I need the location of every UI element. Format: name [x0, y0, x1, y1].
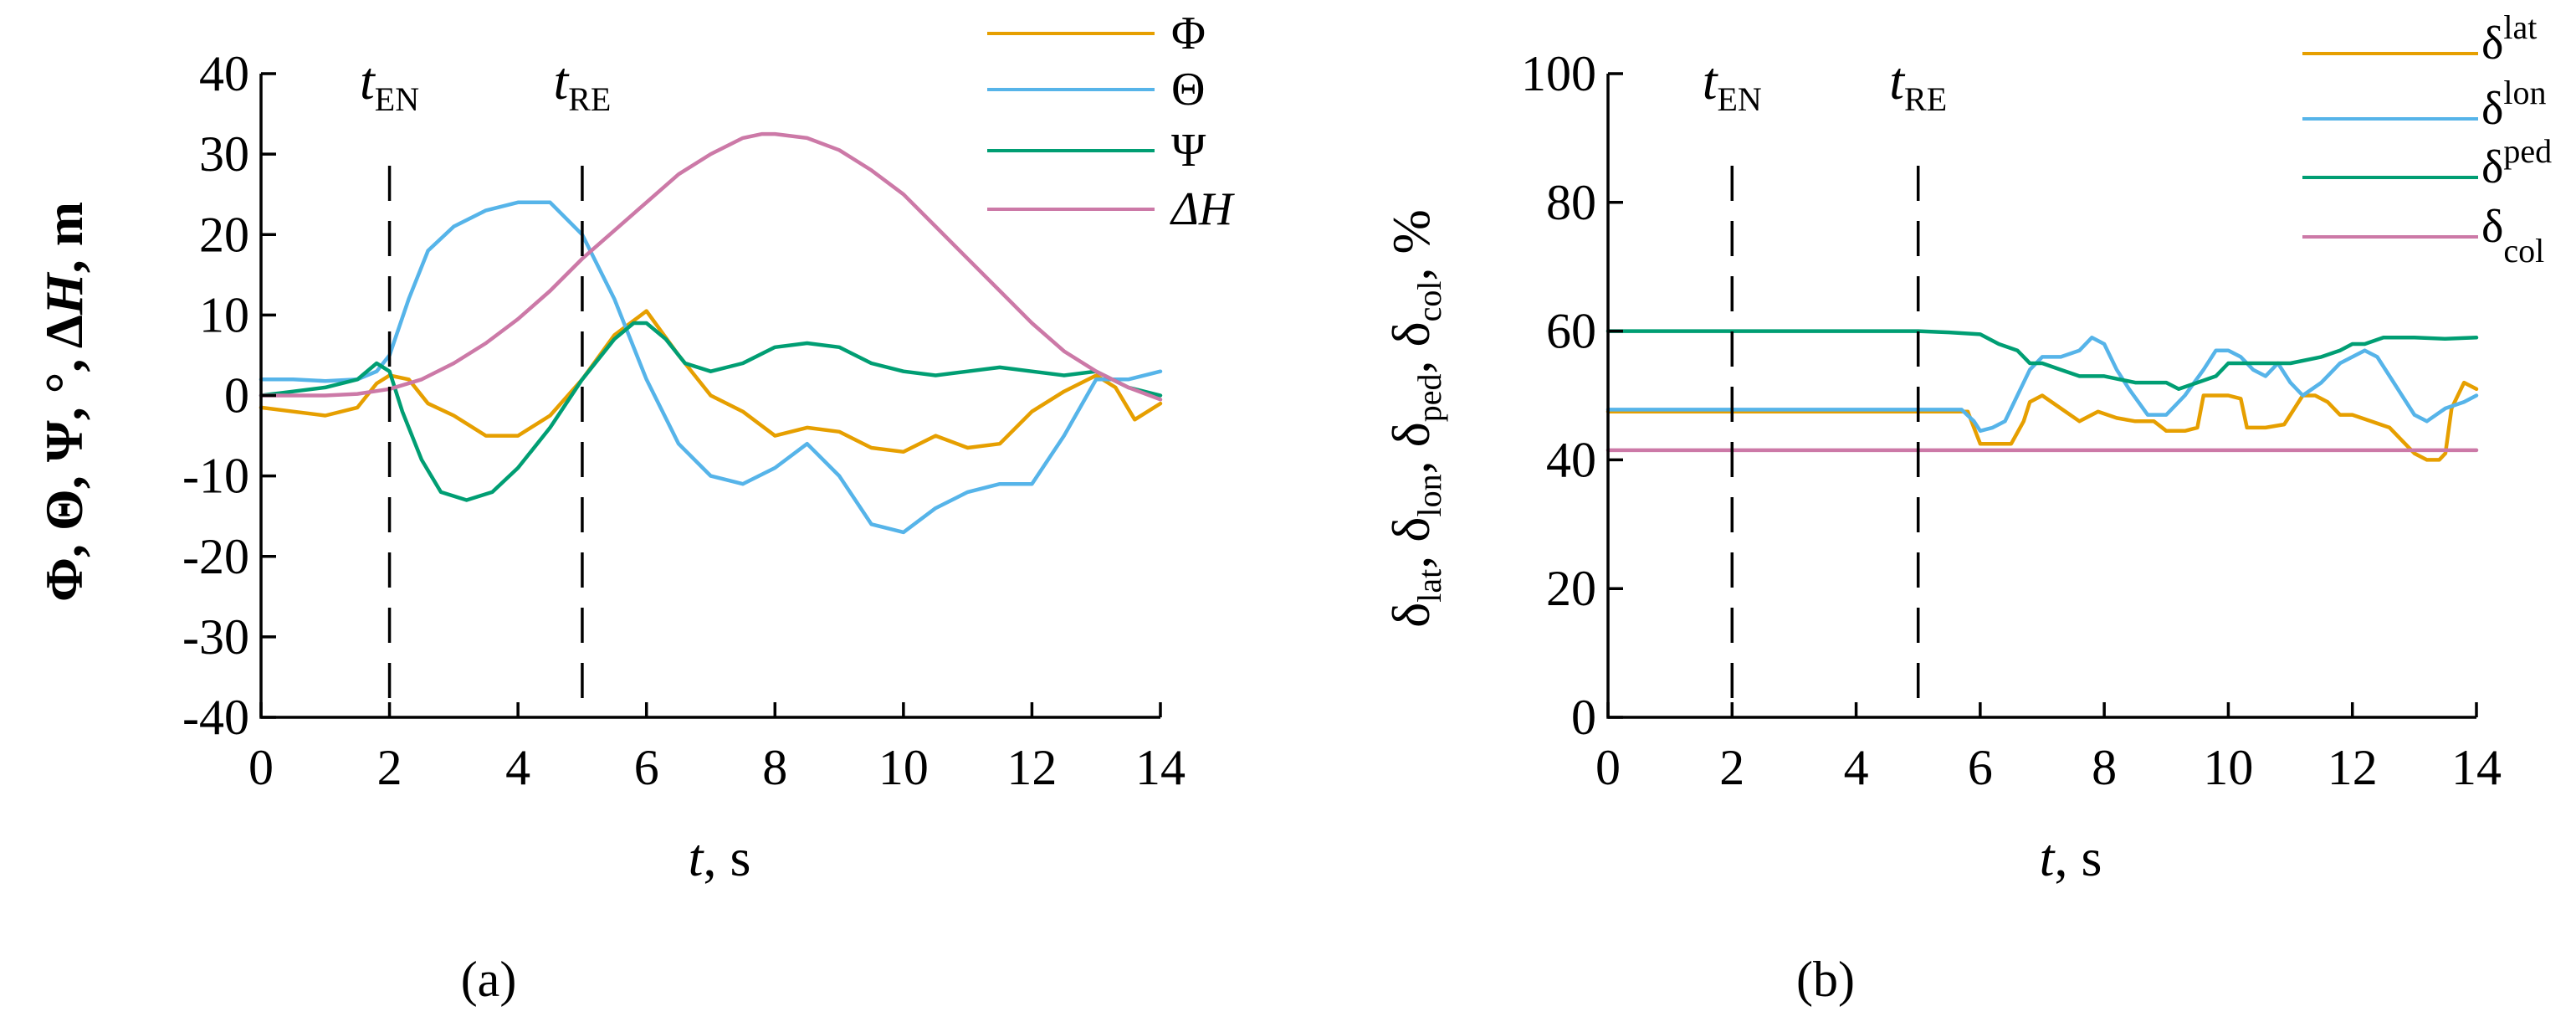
- panel-a: tEN tRE 0 2 4 6 8 10 12 14 -40 -30 -20 -10 0 10 20 30 4…: [34, 8, 1235, 1007]
- panel-b-x-ticks: 0 2 4 6 8 10 12 14: [1595, 702, 2502, 795]
- y-tick-label: 30: [199, 126, 249, 182]
- x-tick-label: 14: [1135, 740, 1186, 795]
- y-tick-label: 10: [199, 287, 249, 342]
- legend-label-psi: Ψ: [1171, 125, 1206, 177]
- x-tick-label: 2: [377, 740, 402, 795]
- legend-label-phi: Φ: [1171, 8, 1206, 59]
- y-tick-label: 0: [224, 368, 249, 424]
- x-tick-label: 2: [1719, 740, 1744, 795]
- x-tick-label: 12: [2328, 740, 2378, 795]
- panel-a-label: (a): [461, 952, 517, 1007]
- legend-label-dcol: δcol: [2481, 201, 2544, 270]
- y-tick-label: -40: [182, 690, 249, 745]
- x-tick-label: 0: [1595, 740, 1621, 795]
- panel-b-event-label-tRE: tRE: [1889, 51, 1947, 118]
- legend-label-dlat: δlat: [2481, 8, 2537, 69]
- panel-a-y-axis-title: Φ, Θ, Ψ, °, ΔH, m: [34, 202, 94, 602]
- x-tick-label: 12: [1006, 740, 1057, 795]
- panel-a-event-label-tRE: tRE: [553, 51, 611, 118]
- panel-a-x-axis-title: t, s: [689, 828, 751, 887]
- x-tick-label: 8: [762, 740, 787, 795]
- x-tick-label: 6: [634, 740, 659, 795]
- y-tick-label: 20: [199, 207, 249, 262]
- legend-label-theta: Θ: [1171, 64, 1205, 116]
- series-line-b-1: [1606, 336, 2479, 434]
- panel-b-y-ticks: 0 20 40 60 80 100: [1521, 46, 1623, 745]
- panel-b-series-layer: [1606, 329, 2479, 462]
- y-tick-label: 40: [1546, 432, 1596, 487]
- panel-b-legend: δlat δlon δped δcol: [2302, 8, 2552, 270]
- series-line-b-2: [1606, 329, 2479, 392]
- series-line-a-3: [259, 131, 1163, 402]
- x-tick-label: 10: [2203, 740, 2253, 795]
- panel-b-x-axis-title: t, s: [2040, 828, 2102, 887]
- panel-b-label: (b): [1796, 952, 1855, 1007]
- panel-b-y-axis-title: δlat, δlon, δped, δcol, %: [1381, 209, 1448, 628]
- x-tick-label: 8: [2092, 740, 2117, 795]
- x-tick-label: 4: [1844, 740, 1869, 795]
- y-tick-label: 80: [1546, 175, 1596, 230]
- x-tick-label: 14: [2451, 740, 2502, 795]
- panel-a-y-ticks: -40 -30 -20 -10 0 10 20 30 40: [182, 46, 276, 745]
- panel-a-x-ticks: 0 2 4 6 8 10 12 14: [248, 702, 1186, 795]
- y-tick-label: 20: [1546, 561, 1596, 616]
- y-tick-label: 40: [199, 46, 249, 101]
- y-tick-label: 100: [1521, 46, 1596, 101]
- y-tick-label: 60: [1546, 304, 1596, 359]
- panel-a-event-label-tEN: tEN: [360, 51, 419, 118]
- panel-a-legend: Φ Θ Ψ ΔH: [987, 8, 1235, 235]
- legend-label-dlon: δlon: [2481, 74, 2547, 135]
- y-tick-label: -10: [182, 449, 249, 504]
- x-tick-label: 4: [505, 740, 530, 795]
- series-line-b-0: [1606, 380, 2479, 462]
- panel-b-event-label-tEN: tEN: [1703, 51, 1762, 118]
- series-line-a-2: [259, 321, 1163, 502]
- x-tick-label: 10: [878, 740, 929, 795]
- x-tick-label: 0: [248, 740, 274, 795]
- series-line-a-1: [259, 200, 1163, 535]
- y-tick-label: -30: [182, 609, 249, 665]
- panel-b: tEN tRE 0 2 4 6 8 10 12 14 0 20 40 60 80 100 t, s δl…: [1381, 8, 2552, 1007]
- y-tick-label: 0: [1571, 690, 1596, 745]
- x-tick-label: 6: [1968, 740, 1993, 795]
- y-tick-label: -20: [182, 529, 249, 584]
- panel-a-series-layer: [259, 131, 1163, 535]
- legend-label-dped: δped: [2481, 132, 2552, 193]
- legend-label-dh: ΔH: [1170, 183, 1235, 235]
